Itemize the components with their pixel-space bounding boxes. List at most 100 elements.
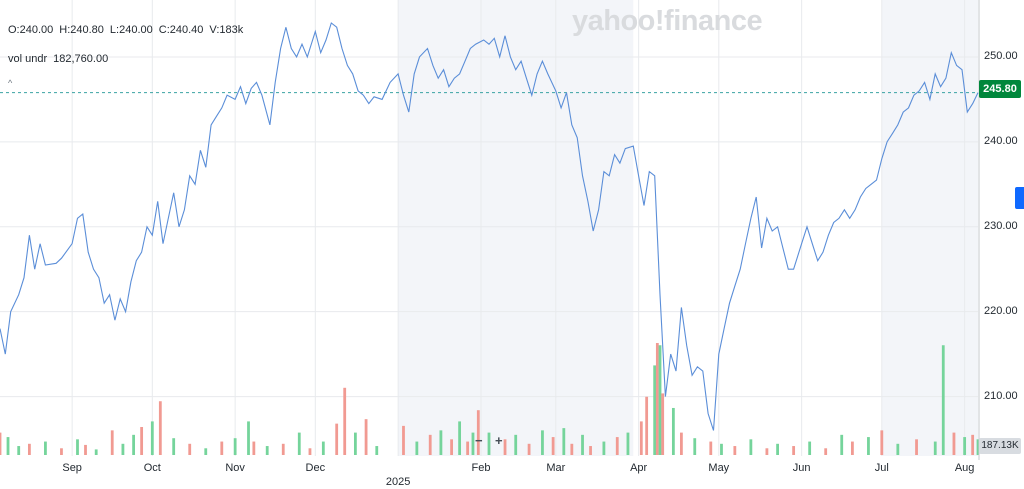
volume-bar bbox=[252, 441, 256, 455]
volume-bar bbox=[247, 421, 250, 455]
volume-bar bbox=[581, 434, 584, 455]
volume-bar bbox=[17, 446, 21, 455]
x-tick-label: Mar bbox=[546, 462, 566, 474]
y-tick-label: 240.00 bbox=[984, 134, 1018, 147]
price-line bbox=[0, 22, 979, 431]
volume-bar bbox=[487, 432, 491, 455]
volume-bar bbox=[976, 439, 980, 455]
volume-bar bbox=[626, 432, 630, 455]
volume-bar bbox=[589, 446, 592, 455]
volume-bar bbox=[439, 430, 443, 455]
x-tick-label: Jun bbox=[792, 462, 811, 474]
volume-bar bbox=[503, 439, 507, 455]
volume-bar bbox=[709, 441, 713, 455]
volume-bar bbox=[84, 444, 87, 455]
volume-bar bbox=[749, 439, 753, 455]
y-tick-label: 220.00 bbox=[984, 304, 1018, 317]
volume-bar bbox=[851, 441, 854, 455]
x-tick-label: Apr bbox=[630, 462, 648, 474]
volume-bar bbox=[645, 396, 649, 455]
volume-bar bbox=[867, 437, 870, 455]
low-value: L:240.00 bbox=[109, 24, 153, 36]
zoom-out-button[interactable]: − bbox=[475, 433, 483, 448]
volume-bar bbox=[121, 443, 125, 455]
volume-bar bbox=[281, 443, 285, 455]
volume-bar bbox=[671, 407, 675, 455]
volume-bar bbox=[466, 441, 470, 455]
shaded-range bbox=[881, 0, 978, 456]
volume-bar bbox=[602, 441, 606, 455]
volume-bar bbox=[415, 441, 419, 455]
volume-bar bbox=[353, 432, 357, 455]
volume-bar bbox=[615, 437, 619, 455]
volume-bar bbox=[661, 393, 665, 455]
vol-undr-label: vol undr bbox=[8, 53, 48, 65]
volume-bar bbox=[450, 439, 453, 455]
volume-bar bbox=[880, 430, 884, 455]
high-value: H:240.80 bbox=[59, 24, 104, 36]
volume-bar bbox=[679, 432, 683, 455]
volume-bar bbox=[915, 439, 918, 455]
volume-bar bbox=[514, 434, 518, 455]
year-label: 2025 bbox=[385, 476, 411, 488]
ohlc-readout: O:240.00 H:240.80 L:240.00 C:240.40 V:183k bbox=[8, 24, 249, 36]
volume-bar bbox=[265, 446, 269, 455]
volume-bar bbox=[971, 434, 975, 455]
volume-bar bbox=[233, 438, 237, 455]
close-value: C:240.40 bbox=[158, 24, 204, 36]
volume-bar bbox=[792, 446, 796, 455]
x-tick-label: Jul bbox=[874, 462, 889, 474]
volume-value: V:183k bbox=[209, 24, 244, 36]
volume-bar bbox=[570, 443, 574, 455]
volume-bar bbox=[94, 449, 98, 455]
y-tick-label: 250.00 bbox=[984, 49, 1018, 62]
volume-bar bbox=[808, 441, 812, 455]
y-tick-label: 230.00 bbox=[984, 219, 1018, 232]
vol-undr-value: 182,760.00 bbox=[53, 53, 109, 65]
volume-bar bbox=[321, 441, 325, 455]
x-tick-label: Oct bbox=[143, 462, 161, 474]
volume-bar bbox=[0, 432, 2, 455]
current-price-tag: 245.80 bbox=[979, 80, 1021, 98]
volume-bar bbox=[44, 441, 47, 455]
x-tick-label: Sep bbox=[62, 462, 82, 474]
volume-bar bbox=[402, 425, 405, 455]
volume-bar bbox=[765, 448, 769, 455]
volume-bar bbox=[476, 410, 480, 455]
volume-bar bbox=[653, 365, 657, 455]
volume-bar bbox=[733, 446, 737, 455]
volume-bar bbox=[933, 441, 937, 455]
volume-bar bbox=[471, 432, 475, 455]
volume-bar bbox=[343, 387, 347, 455]
volume-bar bbox=[76, 439, 79, 455]
collapse-caret-icon[interactable]: ^ bbox=[8, 78, 13, 88]
x-tick-label: Feb bbox=[471, 462, 491, 474]
volume-bar bbox=[693, 438, 697, 455]
x-tick-label: May bbox=[708, 462, 730, 474]
grid-lines bbox=[0, 0, 978, 456]
volume-bar bbox=[60, 448, 63, 455]
volume-bar bbox=[364, 419, 368, 455]
volume-bar bbox=[458, 421, 462, 455]
y-tick-label: 210.00 bbox=[984, 389, 1018, 402]
volume-bar bbox=[220, 441, 224, 455]
volume-bar bbox=[527, 443, 531, 455]
volume-bar bbox=[952, 432, 956, 455]
volume-bar bbox=[840, 434, 844, 455]
volume-bar bbox=[896, 443, 900, 455]
volume-bar bbox=[375, 446, 379, 455]
volume-bar bbox=[655, 343, 659, 455]
volume-bar bbox=[158, 401, 162, 455]
volume-bar bbox=[335, 423, 339, 455]
zoom-in-button[interactable]: + bbox=[495, 433, 503, 448]
volume-bar bbox=[6, 437, 10, 455]
volume-bar bbox=[941, 345, 945, 455]
current-volume-tag: 187.13K bbox=[979, 438, 1021, 454]
volume-bars bbox=[0, 343, 980, 455]
volume-bar bbox=[720, 443, 723, 455]
range-shading bbox=[398, 0, 978, 456]
x-tick-label: Nov bbox=[225, 462, 245, 474]
side-panel-handle[interactable] bbox=[1015, 187, 1024, 209]
volume-bar bbox=[658, 345, 662, 455]
